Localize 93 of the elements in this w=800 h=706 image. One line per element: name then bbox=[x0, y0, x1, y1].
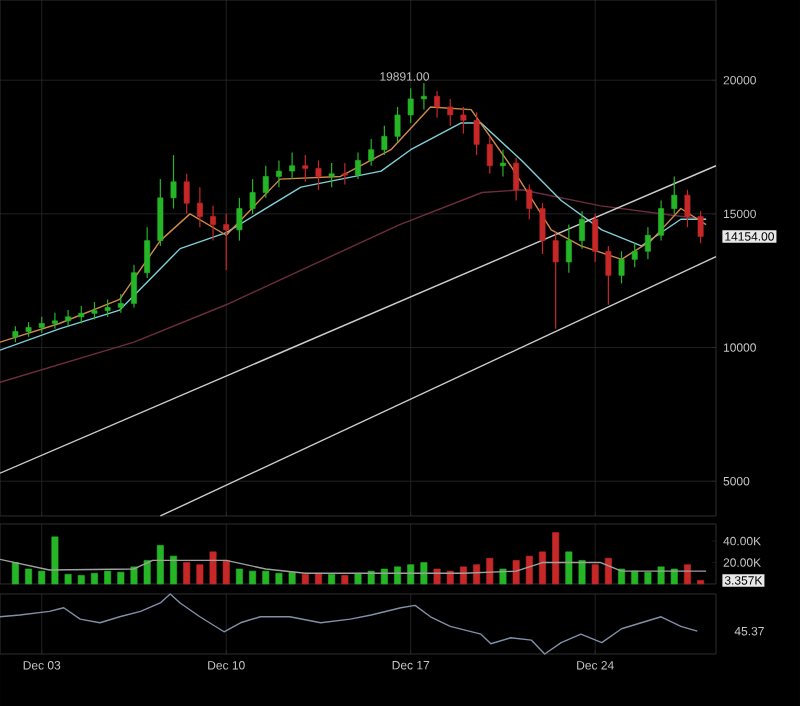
bar bbox=[604, 557, 612, 585]
candlestick bbox=[684, 189, 691, 228]
bar bbox=[90, 572, 98, 585]
candlestick bbox=[539, 202, 546, 255]
candlestick bbox=[644, 226, 651, 260]
candlestick bbox=[368, 138, 375, 167]
candlestick bbox=[249, 178, 256, 215]
candlestick bbox=[552, 231, 559, 330]
candlestick bbox=[210, 205, 216, 242]
candlestick bbox=[276, 159, 282, 188]
bar bbox=[420, 562, 428, 585]
bar bbox=[446, 570, 454, 585]
candlestick bbox=[697, 210, 704, 244]
candlestick bbox=[618, 250, 625, 284]
bar bbox=[117, 571, 125, 585]
candlestick bbox=[302, 154, 309, 183]
candlestick bbox=[631, 242, 638, 268]
candlestick bbox=[117, 293, 124, 314]
candlestick bbox=[65, 309, 72, 327]
candlestick bbox=[355, 151, 361, 180]
candlestick bbox=[447, 98, 454, 127]
bar bbox=[196, 564, 204, 585]
bar bbox=[512, 560, 520, 585]
bar bbox=[77, 575, 85, 585]
candlestick bbox=[605, 245, 612, 306]
candlestick bbox=[486, 135, 493, 175]
bar bbox=[64, 574, 72, 585]
candlestick bbox=[394, 106, 401, 143]
candlestick bbox=[500, 149, 506, 178]
bar bbox=[591, 564, 599, 585]
candlestick bbox=[513, 157, 520, 202]
candlestick bbox=[170, 154, 177, 210]
bar bbox=[328, 574, 336, 585]
bar bbox=[11, 562, 19, 585]
candlestick bbox=[131, 264, 137, 309]
candlestick bbox=[407, 87, 414, 124]
candlestick bbox=[526, 183, 533, 220]
bar bbox=[644, 571, 652, 585]
candlestick bbox=[236, 197, 243, 242]
bar bbox=[473, 564, 481, 585]
bar bbox=[683, 564, 691, 585]
bar bbox=[315, 572, 322, 585]
bar bbox=[209, 551, 217, 585]
bar bbox=[341, 575, 349, 585]
candlestick bbox=[420, 82, 427, 111]
bar bbox=[143, 560, 151, 585]
bar bbox=[235, 568, 243, 585]
bar bbox=[301, 574, 309, 585]
bar bbox=[25, 568, 33, 585]
bar bbox=[51, 536, 59, 585]
bar bbox=[433, 568, 441, 585]
bar bbox=[565, 551, 573, 585]
candlestick bbox=[51, 312, 58, 330]
bar bbox=[183, 562, 191, 585]
bar bbox=[288, 571, 296, 585]
candlestick bbox=[671, 175, 678, 215]
candlestick bbox=[328, 162, 335, 188]
candlestick bbox=[658, 199, 665, 242]
candlestick bbox=[341, 162, 348, 186]
bar bbox=[104, 570, 112, 585]
bar bbox=[486, 557, 494, 585]
candlestick bbox=[262, 165, 269, 199]
candlestick bbox=[183, 173, 190, 215]
bar bbox=[275, 572, 283, 585]
candlestick bbox=[289, 151, 296, 180]
candlestick bbox=[473, 111, 480, 156]
candlestick bbox=[579, 210, 585, 250]
bar bbox=[499, 568, 507, 585]
bar bbox=[631, 570, 639, 585]
candlestick bbox=[196, 186, 203, 228]
bar bbox=[539, 551, 546, 585]
candlestick bbox=[434, 90, 441, 119]
bar bbox=[222, 560, 230, 585]
bar bbox=[38, 570, 46, 585]
bar bbox=[170, 555, 177, 585]
candlestick bbox=[381, 125, 388, 156]
candlestick bbox=[144, 226, 151, 279]
bar bbox=[262, 570, 270, 585]
bar bbox=[156, 545, 164, 585]
bar bbox=[354, 572, 362, 585]
candlestick bbox=[460, 106, 467, 135]
candlestick bbox=[223, 213, 230, 271]
bar bbox=[552, 532, 560, 585]
bar bbox=[380, 568, 388, 585]
bar bbox=[525, 555, 533, 585]
bar bbox=[407, 564, 415, 585]
bar bbox=[249, 570, 257, 585]
candlestick bbox=[157, 178, 164, 247]
candlestick bbox=[315, 159, 322, 191]
candlestick bbox=[565, 223, 572, 274]
bar bbox=[367, 570, 375, 585]
bar bbox=[578, 560, 586, 585]
candlestick bbox=[592, 213, 599, 263]
